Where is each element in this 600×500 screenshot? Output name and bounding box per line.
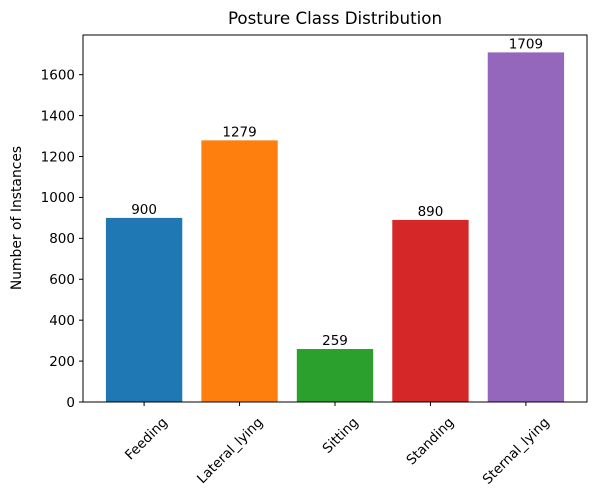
bar-Lateral_lying [201, 140, 278, 403]
chart-title: Posture Class Distribution [227, 8, 443, 28]
bar-value-label: 259 [322, 333, 348, 349]
x-tick-label: Sitting [320, 415, 362, 457]
y-tick-label: 1400 [41, 108, 75, 124]
y-tick-label: 400 [49, 313, 75, 329]
bar-value-label: 890 [418, 204, 444, 220]
y-tick-label: 1600 [41, 67, 75, 83]
bar-value-label: 900 [131, 202, 157, 218]
bar-value-label: 1709 [509, 36, 543, 52]
bar-value-label: 1279 [222, 124, 256, 140]
y-tick-label: 200 [49, 354, 75, 370]
bar-Feeding [105, 217, 183, 402]
axes-border [82, 34, 588, 403]
x-tick-label: Standing [403, 415, 457, 469]
x-tick-label: Feeding [122, 415, 171, 464]
y-tick-label: 1200 [41, 149, 75, 165]
y-tick-label: 0 [66, 395, 75, 411]
x-tick-label: Lateral_lying [194, 415, 266, 487]
y-tick-label: 800 [49, 231, 75, 247]
bar-Sitting [296, 349, 374, 402]
y-tick-label: 1000 [41, 190, 75, 206]
bar-Sternal_lying [487, 52, 565, 402]
bar-Standing [392, 219, 469, 402]
x-tick-label: Sternal_lying [480, 415, 553, 488]
y-tick-label: 600 [49, 272, 75, 288]
